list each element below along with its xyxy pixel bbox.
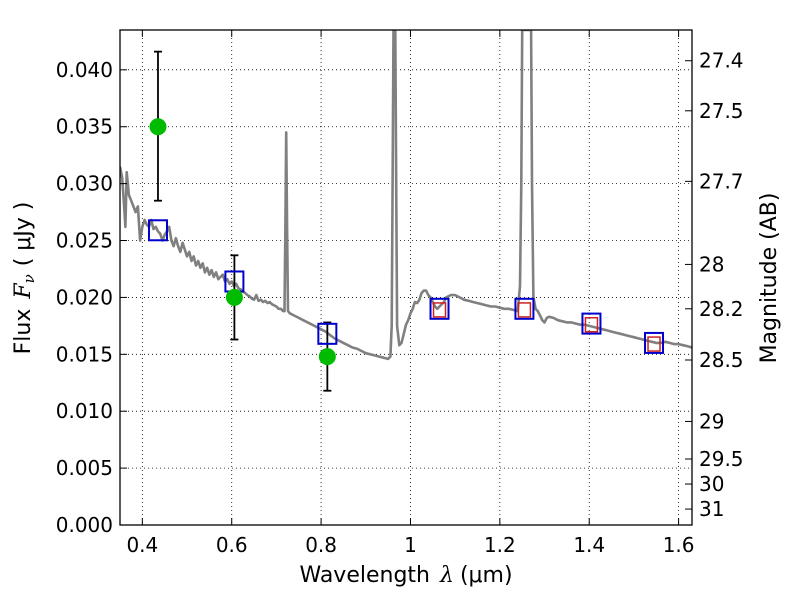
x-tick-label: 1.2 [484,533,516,557]
x-tick-label: 1.4 [573,533,605,557]
model-flux-square [147,219,168,242]
model-flux-square [429,297,450,320]
x-tick-label: 1.6 [663,533,695,557]
x-tick-label: 0.6 [216,533,248,557]
markers [147,118,665,366]
y-axis-label-symbol: F [11,283,36,300]
x-axis-label-text: Wavelength [299,563,430,588]
observed-flux-point [149,118,167,136]
grid [120,30,692,526]
y-tick-label: 0.015 [56,342,113,366]
y-axis-label: Flux Fν ( μJy ) [11,202,38,355]
y-tick-label: 0.000 [56,513,113,537]
x-tick-label: 1 [404,533,417,557]
y-tick-label: 0.035 [56,115,113,139]
model-flux-square [514,297,535,320]
x-axis-label-unit: (μm) [460,563,513,588]
magnitude-tick-label: 31 [699,497,724,521]
magnitude-tick-label: 29 [699,409,724,433]
model-flux-square [581,312,602,335]
model-flux-square-inner [517,302,532,318]
y-tick-label: 0.040 [56,58,113,82]
model-flux-square [644,331,665,354]
magnitude-tick-label: 27.4 [699,49,744,73]
magnitude-tick-label: 30 [699,472,724,496]
x-tick-label: 0.4 [126,533,158,557]
x-axis-label: Wavelength λ (μm) [299,563,512,588]
error-bars [153,50,332,392]
y-axis-label-text: Flux [11,309,36,355]
y-tick-label: 0.025 [56,229,113,253]
observed-flux-point [225,288,243,306]
sed-line [120,30,692,361]
x-axis-label-symbol: λ [439,563,454,588]
magnitude-tick-label: 28 [699,252,724,276]
y-tick-label: 0.030 [56,172,113,196]
model-flux-square-inner [584,316,599,333]
magnitude-tick-label: 27.7 [699,169,744,193]
model-flux-square-inner [647,336,661,352]
axis-ticks: 0.4 0.6 0.8 1 1.2 1.4 1.6 0.000 0.005 0.010 0.015 0… [56,30,744,557]
magnitude-tick-label: 28.5 [699,348,744,372]
right-axis-label: Magnitude (AB) [757,193,782,364]
y-axis-label-unit: ( μJy ) [11,202,36,267]
model-flux-square [317,322,338,345]
model-flux-square-inner [432,302,447,318]
magnitude-tick-label: 28.2 [699,297,744,321]
observed-flux-point [318,348,336,366]
y-tick-label: 0.020 [56,285,113,309]
y-axis-label-subscript: ν [20,274,38,283]
magnitude-tick-label: 27.5 [699,99,744,123]
plot-frame [119,29,693,526]
y-tick-label: 0.010 [56,399,113,423]
magnitude-tick-label: 29.5 [699,447,744,471]
sed-model-curve [120,30,692,361]
y-tick-label: 0.005 [56,456,113,480]
x-tick-label: 0.8 [305,533,337,557]
